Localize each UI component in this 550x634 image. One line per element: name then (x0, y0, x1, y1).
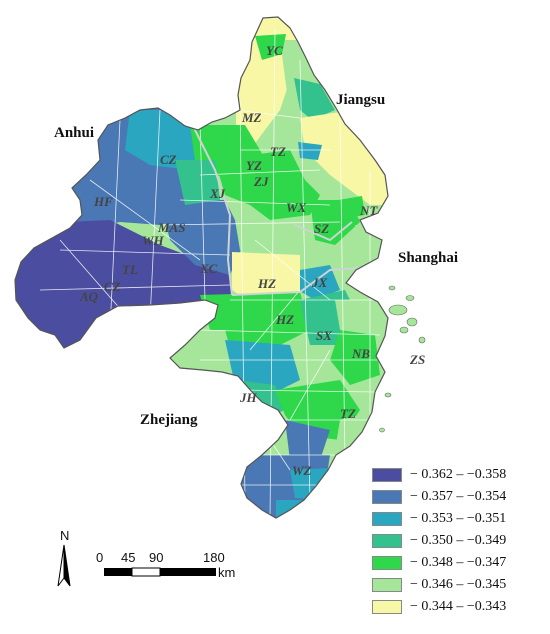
legend-swatch (372, 512, 402, 526)
legend-label: − 0.353 – −0.351 (410, 511, 507, 526)
province-borders (189, 119, 361, 296)
city-label: HZ (275, 312, 294, 327)
legend-label: − 0.362 – −0.358 (410, 467, 507, 482)
legend-label: − 0.346 – −0.345 (410, 577, 507, 592)
legend-swatch (372, 578, 402, 592)
legend-label: − 0.350 – −0.349 (410, 533, 507, 548)
city-label: HF (93, 194, 113, 209)
province-label-shanghai: Shanghai (398, 250, 458, 266)
city-label: YZ (246, 158, 262, 173)
province-label-zhejiang: Zhejiang (140, 412, 198, 428)
north-arrow-left-icon (57, 544, 65, 587)
legend-swatch (372, 600, 402, 614)
scale-tick-label: 180 (203, 550, 225, 565)
north-arrow: N (57, 528, 71, 587)
city-label: SX (316, 328, 332, 343)
city-label: TZ (270, 144, 286, 159)
city-label: ZS (409, 352, 425, 367)
scale-tick-label: 90 (149, 550, 163, 565)
north-arrow-right-icon (63, 544, 71, 587)
legend: − 0.362 – −0.358 − 0.357 – −0.354 − 0.353 … (372, 464, 548, 618)
city-label: NB (351, 346, 370, 361)
city-label: XJ (209, 186, 226, 201)
city-label: ZJ (253, 174, 269, 189)
city-label: CZ (104, 279, 121, 294)
province-label-jiangsu: Jiangsu (336, 92, 385, 108)
legend-item: − 0.348 – −0.347 (372, 552, 548, 574)
legend-swatch (372, 490, 402, 504)
legend-item: − 0.346 – −0.345 (372, 574, 548, 596)
scale-unit: km (218, 565, 235, 580)
city-label: JX (311, 275, 328, 290)
city-label: MAS (157, 220, 185, 235)
city-label: NT (359, 203, 378, 218)
city-label: YC (266, 43, 283, 58)
city-label: XC (199, 261, 218, 276)
city-label: WX (286, 200, 307, 215)
city-label: TZ (340, 406, 356, 421)
legend-item: − 0.357 – −0.354 (372, 486, 548, 508)
legend-swatch (372, 556, 402, 570)
city-label: CZ (160, 152, 177, 167)
scale-segment (131, 567, 161, 577)
legend-item: − 0.362 – −0.358 (372, 464, 548, 486)
city-label: AQ (79, 289, 99, 304)
scale-bar: 0 45 90 180 km (96, 550, 235, 580)
city-label: HZ (257, 276, 276, 291)
scale-segment (160, 568, 216, 576)
legend-item: − 0.344 – −0.343 (372, 596, 548, 618)
city-label: SZ (314, 221, 329, 236)
city-label: WZ (292, 463, 312, 478)
north-label: N (60, 528, 69, 543)
province-label-anhui: Anhui (54, 125, 94, 141)
legend-swatch (372, 534, 402, 548)
scale-tick-label: 45 (121, 550, 135, 565)
city-label: TL (122, 262, 138, 277)
city-label: MZ (241, 110, 262, 125)
scale-tick-label: 0 (96, 550, 103, 565)
legend-item: − 0.353 – −0.351 (372, 508, 548, 530)
scale-segment (104, 568, 132, 576)
legend-item: − 0.350 – −0.349 (372, 530, 548, 552)
boundary-lines (39, 29, 381, 518)
zhoushan-islands (379, 285, 426, 433)
legend-label: − 0.348 – −0.347 (410, 555, 507, 570)
legend-label: − 0.344 – −0.343 (410, 599, 507, 614)
city-label: JH (239, 390, 258, 405)
legend-swatch (372, 468, 402, 482)
legend-label: − 0.357 – −0.354 (410, 489, 507, 504)
city-label: WH (142, 233, 165, 248)
